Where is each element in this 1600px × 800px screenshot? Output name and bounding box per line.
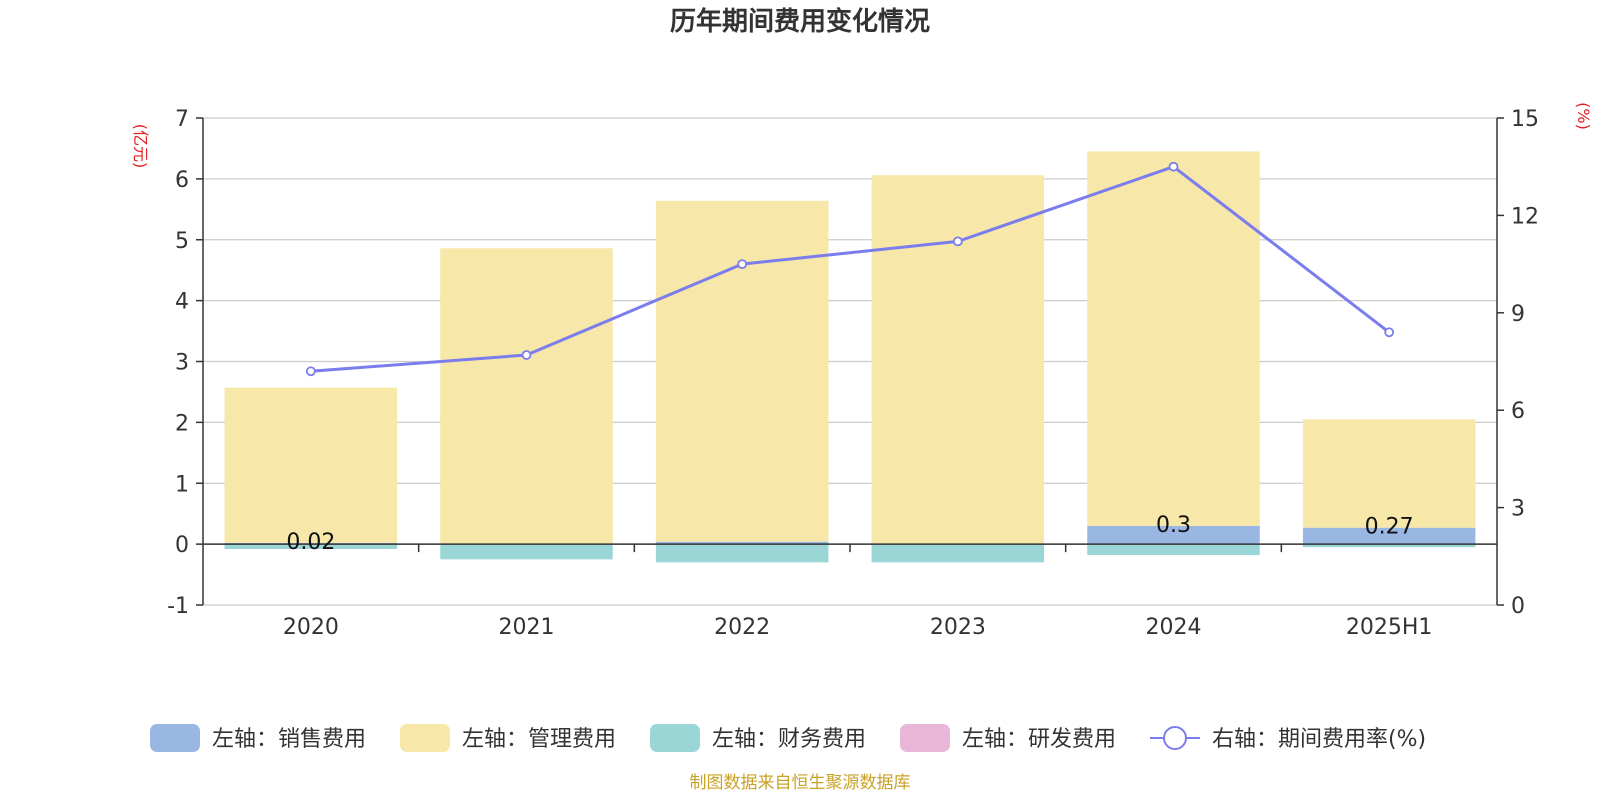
bar-finance [655,544,829,563]
legend-swatch [900,724,950,752]
legend[interactable]: 左轴：销售费用 左轴：管理费用 左轴：财务费用 左轴：研发费用 右轴：期间费用率(%) [150,724,1426,752]
bar-admin [655,200,829,542]
right-tick-label: 3 [1511,497,1525,522]
left-tick-label: 6 [175,168,189,193]
legend-label: 左轴：销售费用 [212,727,366,752]
rate-point [521,350,532,360]
x-tick-label: 2025H1 [1346,615,1433,640]
rate-point [737,259,748,270]
legend-item-finance[interactable]: 左轴：财务费用 [650,724,866,752]
x-tick-label: 2022 [714,615,770,640]
legend-item-sales[interactable]: 左轴：销售费用 [150,724,366,752]
legend-label: 左轴：研发费用 [962,727,1116,752]
right-tick-label: 9 [1511,302,1525,327]
bar-admin [440,248,613,544]
legend-item-rate[interactable]: 右轴：期间费用率(%) [1150,726,1426,752]
bar-sales [1087,525,1260,545]
bar-finance [871,544,1045,563]
right-tick-label: 0 [1511,594,1525,619]
bar-sales [655,541,829,545]
right-axis-unit: (%) [1574,102,1593,130]
bar-data-label: 0.3 [1156,513,1191,538]
bar-finance [224,544,398,549]
x-tick-label: 2020 [283,615,339,640]
bar-admin [1087,151,1260,526]
data-labels: 0.02 0.3 0.27 [286,513,1413,555]
legend-swatch [150,724,200,752]
legend-swatch [400,724,450,752]
rate-point [305,366,316,377]
left-axis-unit: (亿元) [131,124,150,169]
bar-finance [440,544,613,560]
bar-admin [224,387,398,543]
legend-item-rd[interactable]: 左轴：研发费用 [900,724,1116,752]
left-tick-label: 0 [175,533,189,558]
bar-admin [871,175,1045,544]
left-tick-label: 4 [175,290,189,315]
right-tick-label: 6 [1511,399,1525,424]
rate-line-series [305,161,1395,377]
legend-label: 左轴：财务费用 [712,727,866,752]
left-tick-label: 5 [175,229,189,254]
left-tick-label: 3 [175,351,189,376]
left-tick-label: 7 [175,107,189,132]
bar-finance [1087,544,1260,556]
left-tick-label: 1 [175,472,189,497]
legend-label: 左轴：管理费用 [462,727,616,752]
bar-sales [1302,527,1476,545]
bar-admin [1302,419,1476,528]
rate-line [310,165,1391,373]
chart-title: 历年期间费用变化情况 [670,6,930,37]
legend-marker-icon [1163,726,1187,750]
x-tick-label: 2021 [499,615,555,640]
rate-point [952,236,963,247]
right-tick-label: 15 [1511,107,1539,132]
left-tick-label: -1 [167,594,189,619]
footer-source: 制图数据来自恒生聚源数据库 [690,773,911,793]
x-tick-label: 2023 [930,615,986,640]
bar-series [224,151,1476,563]
legend-label: 右轴：期间费用率(%) [1212,727,1426,752]
left-tick-label: 2 [175,411,189,436]
legend-item-admin[interactable]: 左轴：管理费用 [400,724,616,752]
bar-data-label: 0.27 [1365,515,1414,540]
legend-swatch [650,724,700,752]
rate-point [1168,161,1179,172]
bar-finance [1302,544,1476,548]
bar-data-label: 0.02 [286,530,335,555]
rate-point [1384,327,1395,338]
right-tick-label: 12 [1511,204,1539,229]
x-tick-label: 2024 [1146,615,1202,640]
